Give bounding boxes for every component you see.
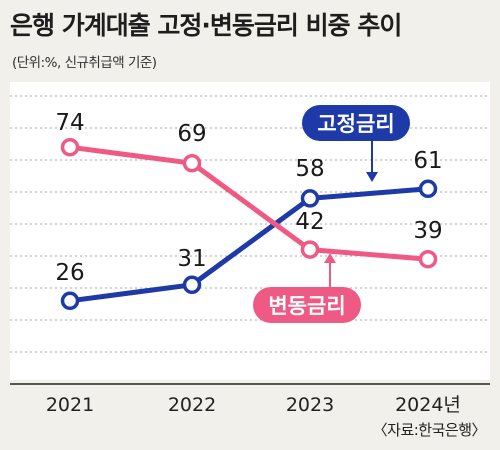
data-point [300,240,320,259]
data-point [60,137,80,157]
data-label: 58 [295,156,324,182]
x-tick-label: 2023 [286,394,334,416]
x-tick-label: 2024년 [395,394,461,416]
series-callout-bg [253,287,361,323]
callout-arrowhead [366,172,378,182]
data-point [182,275,202,295]
data-label: 26 [55,260,84,286]
data-label: 61 [413,148,442,174]
plot-area [10,82,490,380]
data-label: 69 [177,121,206,147]
data-point [182,153,202,173]
data-label: 42 [295,209,324,235]
series-line [69,144,429,262]
x-tick-label: 2021 [46,394,94,416]
data-label: 74 [55,110,84,136]
series-callout-bg [302,105,410,141]
series-line [69,186,429,304]
x-tick-label: 2022 [168,394,216,416]
source-note: 〈자료:한국은행〉 [372,421,487,439]
data-label: 39 [413,218,442,244]
chart-subtitle: (단위:%, 신규취급액 기준) [12,55,157,71]
data-point [300,189,320,208]
data-point [418,179,438,199]
data-point [60,291,80,311]
series-callout-label: 변동금리 [268,294,345,318]
callout-arrowhead [324,253,336,263]
chart-title: 은행 가계대출 고정·변동금리 비중 추이 [10,11,402,40]
data-label: 31 [177,246,206,272]
data-point [418,249,438,269]
series-callout-label: 고정금리 [317,112,394,136]
